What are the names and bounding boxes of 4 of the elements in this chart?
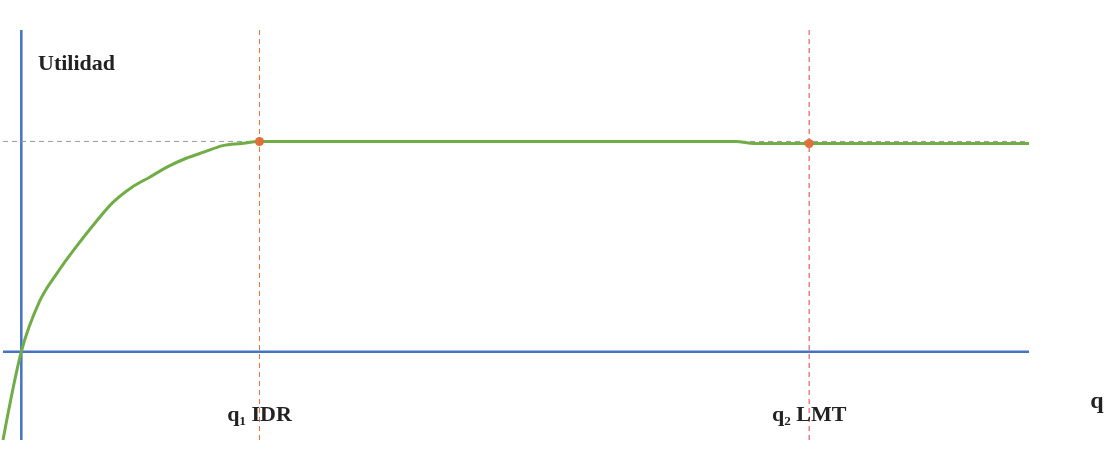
x-axis-title: q xyxy=(1090,387,1105,413)
y-axis-title: Utilidad xyxy=(38,50,116,76)
x-tick-label: q₁ IDR xyxy=(227,401,293,426)
x-tick-label: q₂ LMT xyxy=(771,401,847,426)
